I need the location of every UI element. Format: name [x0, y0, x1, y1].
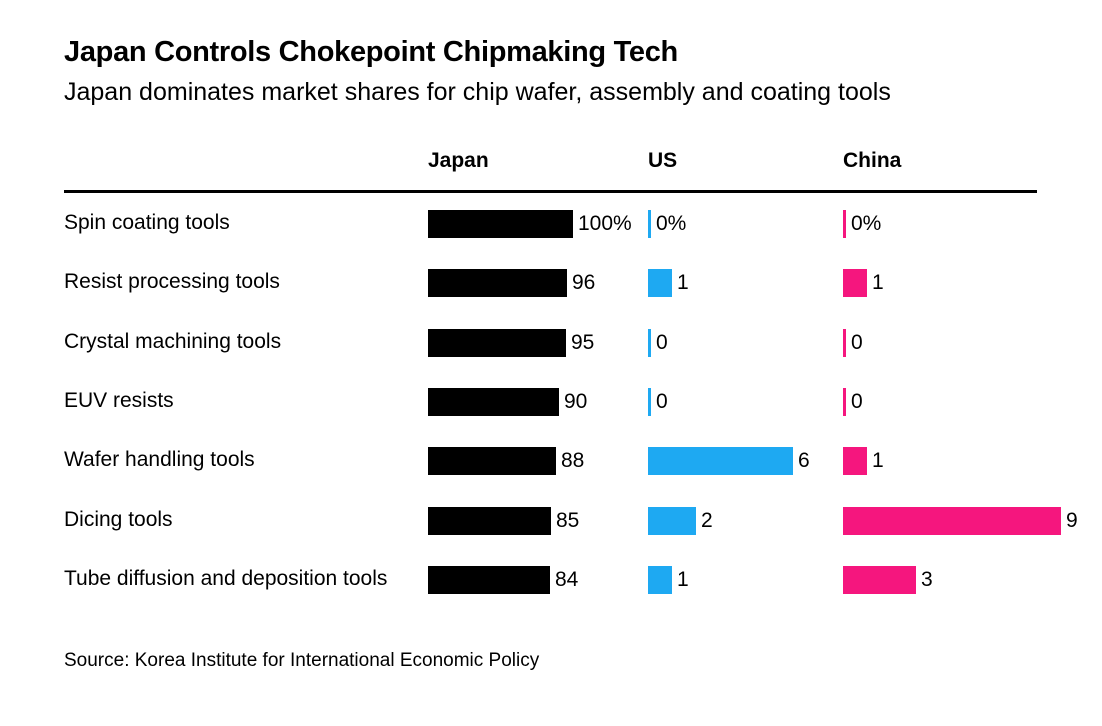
bar-us [648, 507, 696, 535]
value-label-japan: 85 [556, 509, 580, 532]
bar-china [843, 269, 867, 297]
value-label-china: 1 [872, 271, 884, 294]
value-label-us: 0% [656, 212, 687, 235]
value-label-japan: 84 [555, 568, 579, 591]
column-header-japan: Japan [428, 149, 489, 172]
bar-japan [428, 210, 573, 238]
bar-china [843, 388, 846, 416]
value-label-us: 0 [656, 390, 668, 413]
bar-china [843, 329, 846, 357]
bar-japan [428, 507, 551, 535]
value-label-china: 1 [872, 449, 884, 472]
value-label-us: 6 [798, 449, 810, 472]
row-label: Spin coating tools [64, 211, 230, 234]
source-note: Source: Korea Institute for Internationa… [64, 650, 540, 671]
bar-us [648, 447, 793, 475]
bar-japan [428, 447, 556, 475]
value-label-japan: 96 [572, 271, 596, 294]
value-label-japan: 90 [564, 390, 588, 413]
chart-title: Japan Controls Chokepoint Chipmaking Tec… [64, 36, 678, 68]
row-label: Resist processing tools [64, 270, 280, 293]
bar-china [843, 507, 1061, 535]
bar-china [843, 566, 916, 594]
bar-japan [428, 329, 566, 357]
chart-subtitle: Japan dominates market shares for chip w… [64, 78, 891, 106]
bar-us [648, 566, 672, 594]
column-header-us: US [648, 149, 678, 172]
value-label-china: 0 [851, 331, 863, 354]
bar-us [648, 329, 651, 357]
value-label-china: 0 [851, 390, 863, 413]
value-label-china: 9 [1066, 509, 1078, 532]
value-label-us: 2 [701, 509, 713, 532]
bar-us [648, 210, 651, 238]
row-label: Tube diffusion and deposition tools [64, 567, 388, 590]
bar-us [648, 269, 672, 297]
row-label: Crystal machining tools [64, 330, 282, 353]
value-label-us: 0 [656, 331, 668, 354]
value-label-china: 3 [921, 568, 933, 591]
value-label-us: 1 [677, 271, 689, 294]
row-label: Wafer handling tools [64, 448, 255, 471]
row-label: EUV resists [64, 389, 174, 412]
header-rule [64, 190, 1037, 193]
bar-us [648, 388, 651, 416]
value-label-japan: 95 [571, 331, 595, 354]
bar-japan [428, 269, 567, 297]
value-label-japan: 88 [561, 449, 585, 472]
row-label: Dicing tools [64, 508, 173, 531]
bar-china [843, 210, 846, 238]
value-label-china: 0% [851, 212, 882, 235]
value-label-japan: 100% [578, 212, 632, 235]
bar-china [843, 447, 867, 475]
value-label-us: 1 [677, 568, 689, 591]
bar-japan [428, 566, 550, 594]
column-header-china: China [843, 149, 902, 172]
bar-japan [428, 388, 559, 416]
